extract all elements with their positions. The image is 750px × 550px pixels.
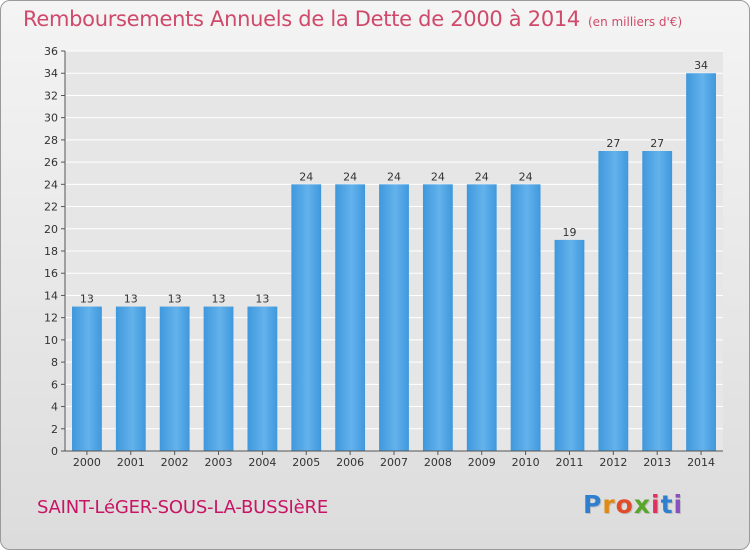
bar bbox=[466, 184, 497, 452]
y-tick-label: 18 bbox=[44, 245, 58, 258]
chart-title: Remboursements Annuels de la Dette de 20… bbox=[23, 7, 682, 31]
y-tick-label: 24 bbox=[44, 178, 58, 191]
data-label: 19 bbox=[562, 226, 576, 239]
y-tick-label: 30 bbox=[44, 112, 58, 125]
y-tick-label: 28 bbox=[44, 134, 58, 147]
x-tick-label: 2002 bbox=[161, 456, 189, 469]
x-tick-label: 2001 bbox=[117, 456, 145, 469]
y-tick-label: 4 bbox=[51, 401, 58, 414]
bar bbox=[159, 306, 190, 451]
bar bbox=[598, 151, 629, 451]
data-label: 24 bbox=[431, 170, 445, 183]
y-tick-label: 20 bbox=[44, 223, 58, 236]
x-tick-label: 2007 bbox=[380, 456, 408, 469]
y-tick-label: 2 bbox=[51, 423, 58, 436]
y-tick-label: 12 bbox=[44, 312, 58, 325]
y-tick-label: 10 bbox=[44, 334, 58, 347]
bar bbox=[642, 151, 673, 451]
logo-letter: i bbox=[651, 490, 661, 519]
x-tick-label: 2006 bbox=[336, 456, 364, 469]
bar bbox=[115, 306, 146, 451]
x-tick-label: 2004 bbox=[248, 456, 276, 469]
y-tick-label: 16 bbox=[44, 267, 58, 280]
y-tick-label: 8 bbox=[51, 356, 58, 369]
bar bbox=[554, 239, 585, 451]
x-tick-label: 2014 bbox=[687, 456, 715, 469]
logo-letter: t bbox=[660, 490, 674, 519]
bar bbox=[686, 73, 716, 451]
bar bbox=[291, 184, 322, 452]
x-tick-label: 2013 bbox=[643, 456, 671, 469]
y-tick-label: 32 bbox=[44, 89, 58, 102]
bar bbox=[247, 306, 278, 451]
y-tick-label: 36 bbox=[44, 45, 58, 58]
data-label: 24 bbox=[387, 170, 401, 183]
data-label: 13 bbox=[80, 293, 94, 306]
logo-letter: i bbox=[673, 490, 684, 519]
y-tick-label: 0 bbox=[51, 445, 58, 458]
y-tick-label: 34 bbox=[44, 67, 58, 80]
x-tick-label: 2003 bbox=[205, 456, 233, 469]
logo-letter: r bbox=[602, 490, 616, 519]
x-tick-label: 2008 bbox=[424, 456, 452, 469]
title-text: Remboursements Annuels de la Dette de 20… bbox=[23, 7, 580, 31]
x-tick-label: 2009 bbox=[468, 456, 496, 469]
logo-letter: x bbox=[633, 490, 651, 519]
data-label: 13 bbox=[124, 293, 138, 306]
y-tick-label: 6 bbox=[51, 378, 58, 391]
data-label: 13 bbox=[212, 293, 226, 306]
bar bbox=[379, 184, 409, 452]
proxiti-logo: Proxiti bbox=[583, 490, 683, 519]
bar bbox=[510, 184, 541, 452]
data-label: 13 bbox=[255, 293, 269, 306]
data-label: 24 bbox=[475, 170, 489, 183]
y-tick-label: 22 bbox=[44, 201, 58, 214]
data-label: 24 bbox=[299, 170, 313, 183]
logo-letter: P bbox=[583, 490, 603, 519]
data-label: 34 bbox=[694, 59, 708, 72]
bar bbox=[335, 184, 366, 452]
data-label: 13 bbox=[168, 293, 182, 306]
data-label: 27 bbox=[606, 137, 620, 150]
bar bbox=[422, 184, 453, 452]
x-tick-label: 2010 bbox=[512, 456, 540, 469]
logo-letter: o bbox=[615, 490, 634, 519]
unit-label: (en milliers d'€) bbox=[588, 15, 683, 29]
commune-name: SAINT-LéGER-SOUS-LA-BUSSIèRE bbox=[37, 497, 329, 518]
data-label: 24 bbox=[343, 170, 357, 183]
bar bbox=[203, 306, 234, 451]
y-tick-label: 14 bbox=[44, 289, 58, 302]
data-label: 27 bbox=[650, 137, 664, 150]
x-tick-label: 2005 bbox=[292, 456, 320, 469]
x-tick-label: 2011 bbox=[555, 456, 583, 469]
data-label: 24 bbox=[519, 170, 533, 183]
y-tick-label: 26 bbox=[44, 156, 58, 169]
x-tick-label: 2012 bbox=[599, 456, 627, 469]
x-tick-label: 2000 bbox=[73, 456, 101, 469]
bar bbox=[72, 306, 102, 451]
